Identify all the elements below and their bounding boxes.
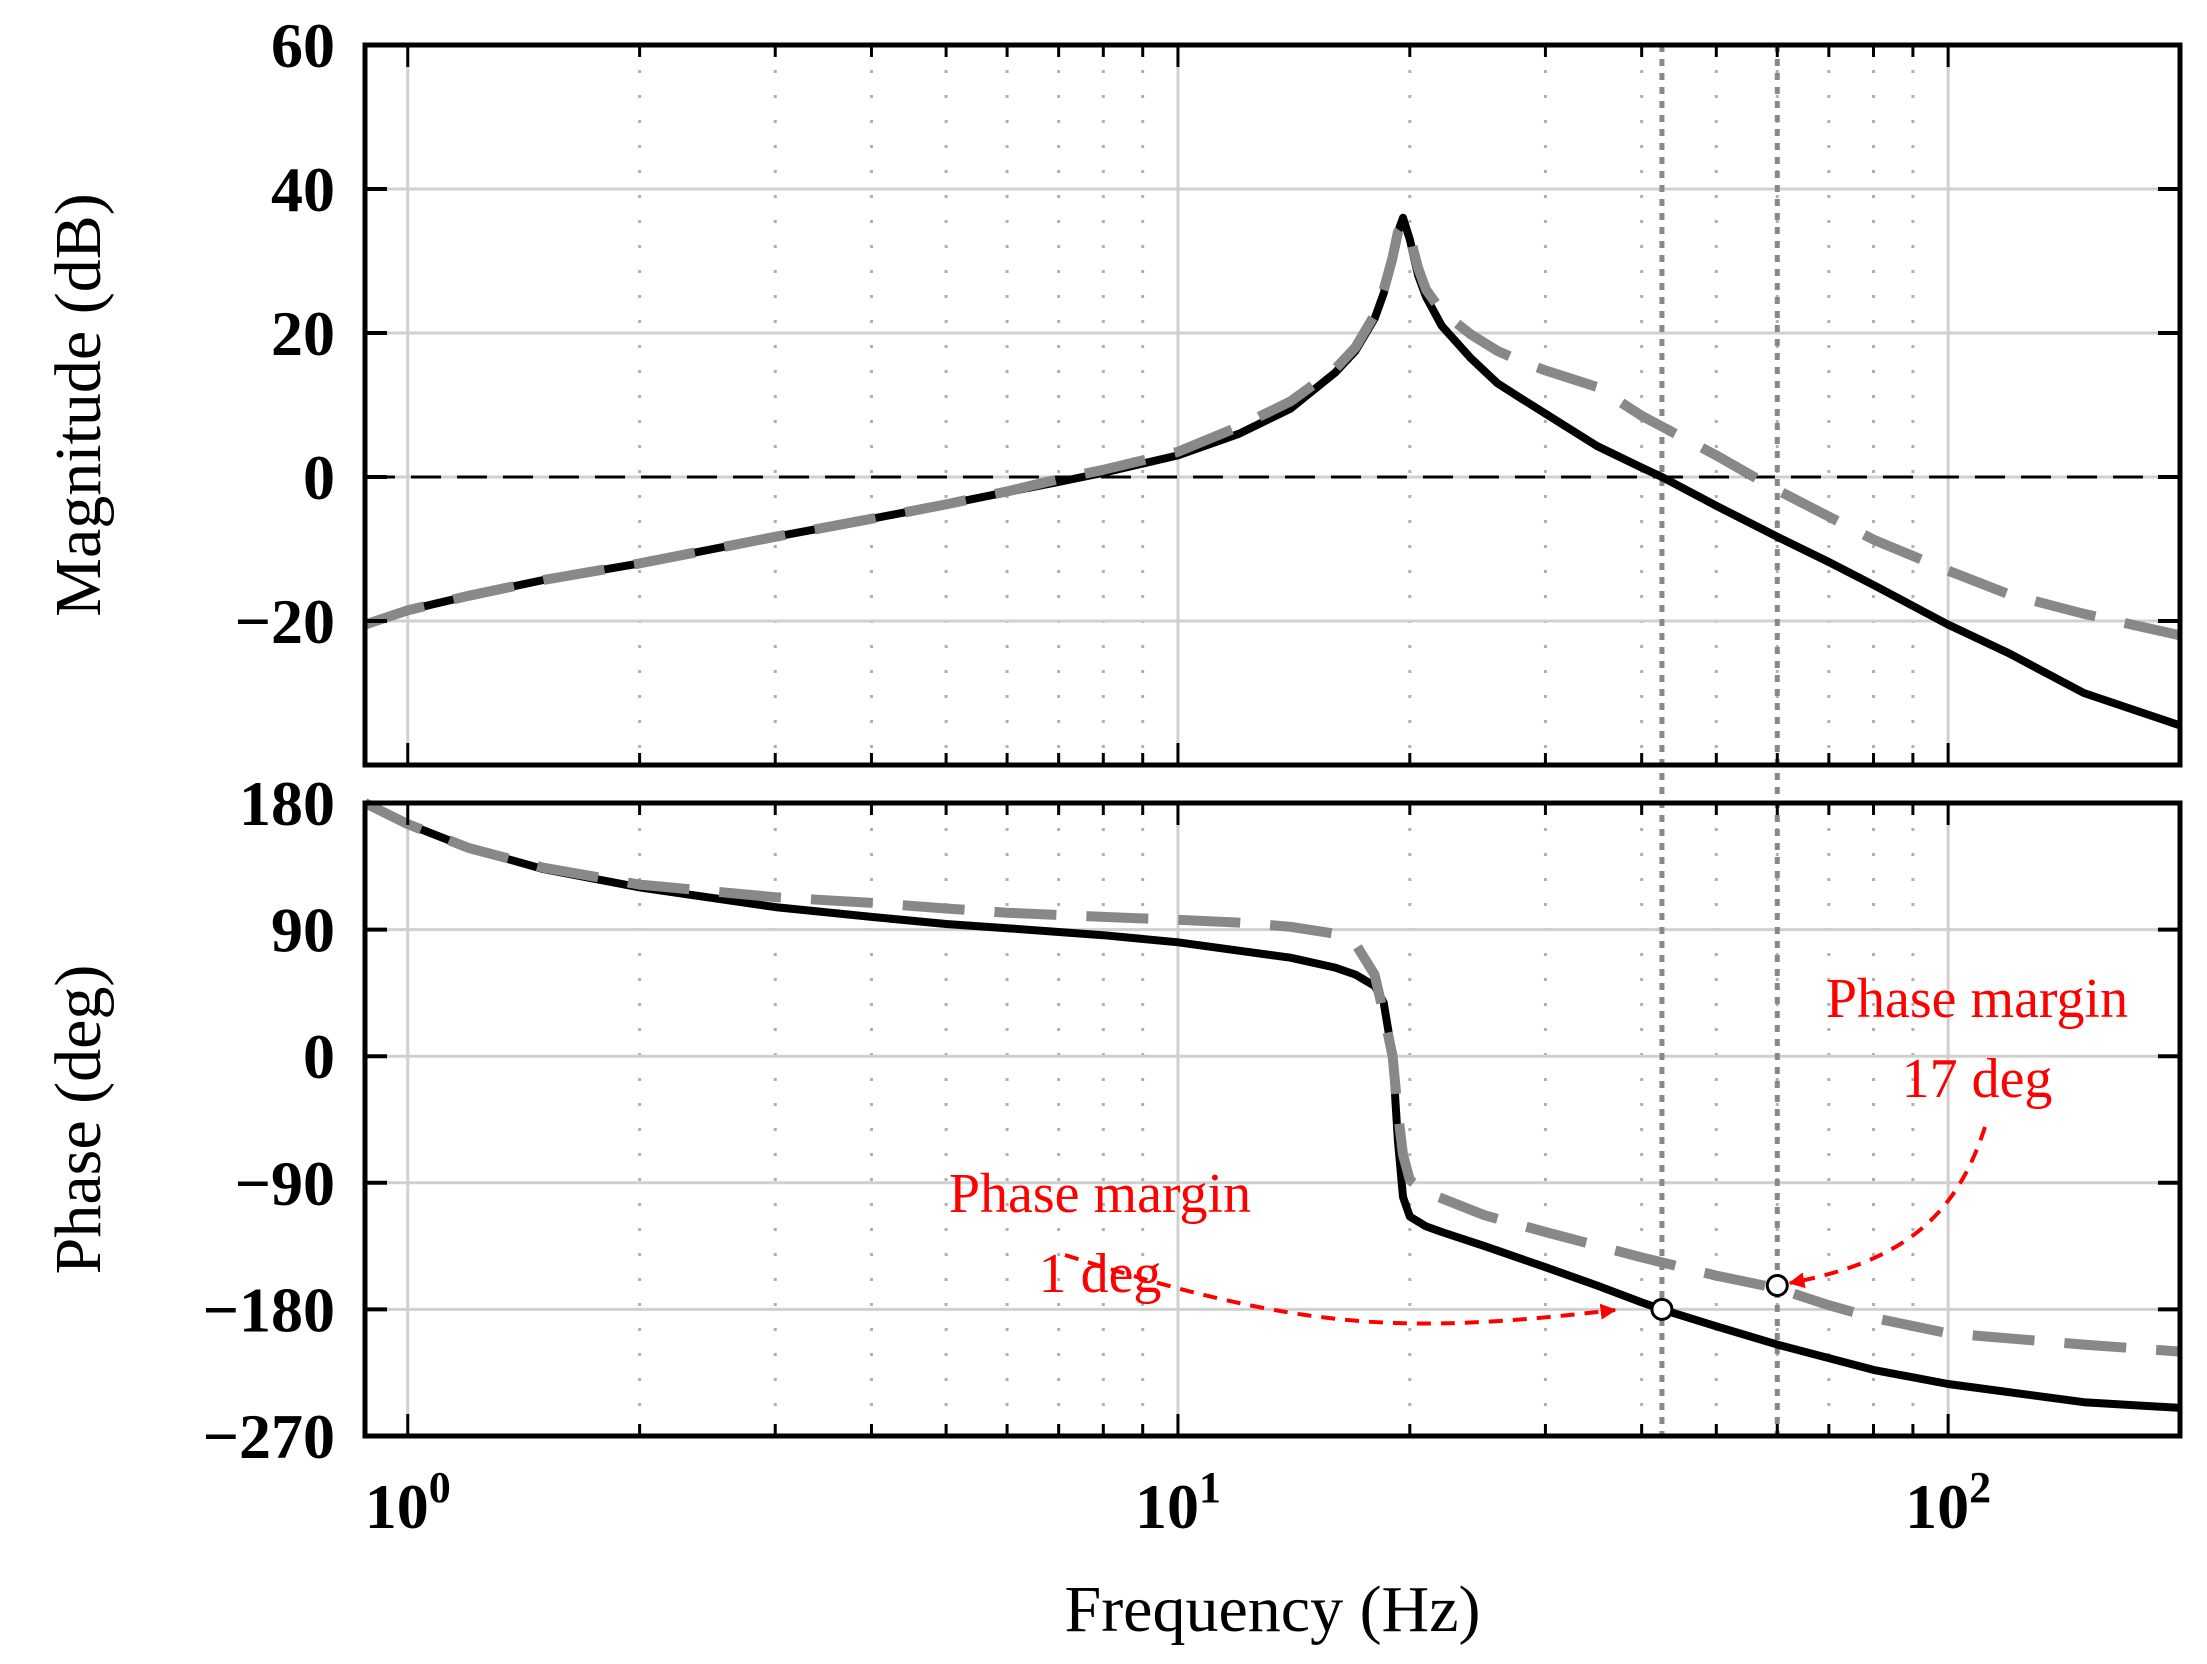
phase-y-tick-label: 90: [271, 895, 335, 966]
magnitude-series-solid: [363, 213, 2182, 730]
label-layer: 60 40 20 0 −20 Magnitude (dB) 180 90 0 −90 −180 −27…: [42, 10, 1991, 1646]
phase-axes-frame: [362, 800, 2183, 1439]
magnitude-y-tick-label: 0: [303, 442, 335, 513]
magnitude-y-tick-label: 60: [271, 10, 335, 81]
magnitude-y-tick-label: −20: [235, 586, 335, 657]
phase-y-tick-label: −180: [203, 1274, 335, 1345]
pm-1deg-arrow: [1064, 1253, 1617, 1326]
pm-17deg-label-line2: 17 deg: [1902, 1048, 2053, 1110]
phase-series-solid: [363, 799, 2181, 1412]
phase-y-axis-label: Phase (deg): [42, 965, 115, 1275]
magnitude-y-tick-label: 40: [271, 154, 335, 225]
magnitude-axes-frame: [362, 42, 2183, 768]
x-tick-label: 101: [1135, 1463, 1221, 1542]
phase-series-dashed: [362, 798, 2181, 1357]
reference-layer: [365, 45, 2180, 1436]
pm-17deg-label-line1: Phase margin: [1826, 968, 2128, 1030]
pm-1deg-label-line1: Phase margin: [949, 1163, 1251, 1225]
x-tick-label: 100: [365, 1463, 451, 1542]
x-axis-label: Frequency (Hz): [1065, 1573, 1481, 1646]
pm-17deg-arrow: [1788, 1126, 1987, 1289]
phase-y-tick-label: 0: [303, 1021, 335, 1092]
magnitude-y-tick-label: 20: [271, 298, 335, 369]
x-tick-label: 102: [1905, 1463, 1991, 1542]
pm-1deg-label-line2: 1 deg: [1039, 1243, 1162, 1305]
frame-layer: [362, 42, 2183, 1439]
magnitude-series-dashed: [363, 220, 2182, 641]
grid-layer: [365, 45, 2180, 1436]
pm-17deg-marker-point: [1765, 1273, 1789, 1297]
magnitude-y-axis-label: Magnitude (dB): [42, 193, 115, 616]
phase-y-tick-label: 180: [239, 768, 335, 839]
annotation-layer: Phase margin 1 deg Phase margin 17 deg: [949, 968, 2128, 1326]
phase-y-tick-label: −270: [203, 1401, 335, 1472]
pm-1deg-marker-point: [1650, 1297, 1674, 1321]
phase-y-tick-label: −90: [235, 1148, 335, 1219]
series-layer: [362, 213, 2182, 1412]
